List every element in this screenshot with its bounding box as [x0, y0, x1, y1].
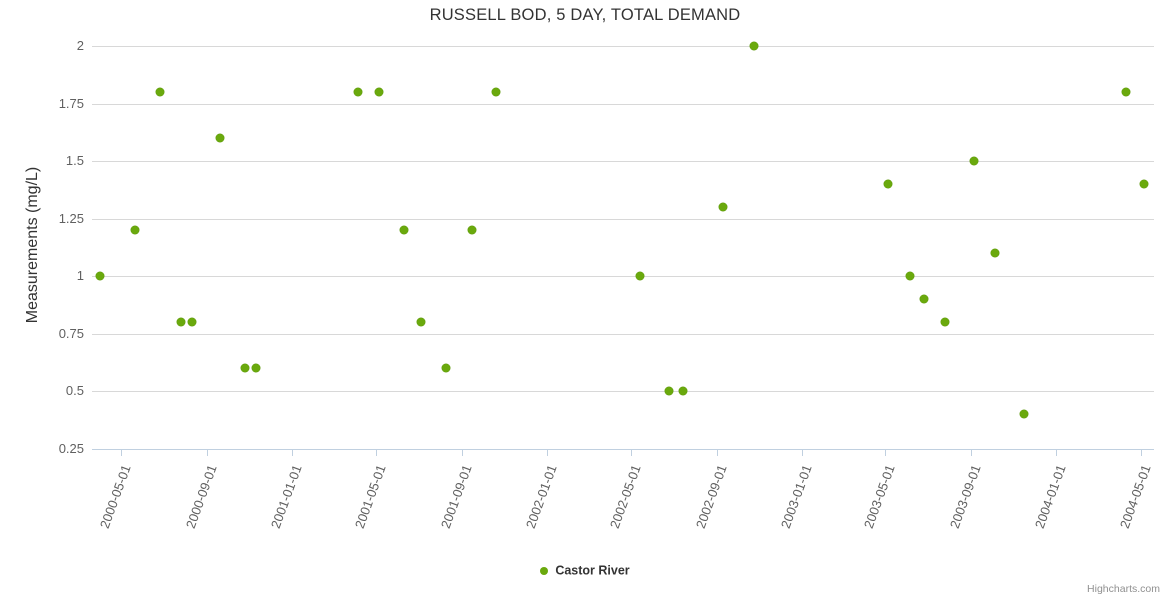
x-axis-tick	[375, 449, 377, 456]
data-point[interactable]	[96, 272, 105, 281]
x-axis-tick-label: 2002-09-01	[692, 462, 730, 531]
y-axis-tick-label: 1.5	[65, 153, 84, 169]
data-point[interactable]	[187, 318, 196, 327]
chart-title: RUSSELL BOD, 5 DAY, TOTAL DEMAND	[429, 6, 741, 24]
data-point[interactable]	[399, 226, 408, 235]
legend-item-castor-river[interactable]: Castor River	[540, 563, 630, 578]
data-point[interactable]	[417, 318, 426, 327]
data-point[interactable]	[492, 88, 500, 97]
plot-area	[92, 42, 1154, 450]
x-axis-tick	[461, 449, 463, 456]
y-axis-tick-labels: 2 1.75 1.5 1.25 1 0.75 0.5 0.25	[0, 38, 84, 456]
x-axis-tick	[885, 449, 887, 456]
x-axis-tick-label: 2002-05-01	[606, 462, 644, 531]
data-point[interactable]	[990, 249, 999, 258]
legend-item-label: Castor River	[555, 563, 630, 578]
data-point[interactable]	[216, 134, 225, 143]
x-axis-tick	[121, 449, 123, 456]
data-point[interactable]	[940, 318, 949, 327]
y-axis-tick-label: 0.75	[58, 325, 84, 341]
data-point[interactable]	[969, 157, 978, 166]
y-axis-tick-label: 2	[76, 38, 84, 53]
y-axis-tick-label: 1.75	[58, 95, 84, 111]
x-axis-tick-label: 2004-05-01	[1116, 462, 1154, 531]
chart-legend: Castor River	[0, 563, 1170, 578]
data-point[interactable]	[155, 88, 164, 97]
data-point[interactable]	[1019, 410, 1028, 419]
gridline	[92, 276, 1154, 278]
data-point[interactable]	[884, 180, 893, 189]
data-point[interactable]	[251, 364, 260, 373]
x-axis-tick	[630, 449, 632, 456]
x-axis-line	[92, 449, 1154, 450]
data-point[interactable]	[750, 42, 759, 50]
data-point[interactable]	[442, 364, 451, 373]
gridline	[92, 391, 1154, 393]
gridline	[92, 218, 1154, 220]
data-point[interactable]	[467, 226, 476, 235]
x-axis-tick-label: 2001-01-01	[268, 462, 305, 531]
gridline	[92, 161, 1154, 163]
gridline	[92, 103, 1154, 105]
data-point[interactable]	[130, 226, 139, 235]
data-point[interactable]	[679, 387, 687, 396]
x-axis-tick-label: 2000-05-01	[97, 462, 135, 531]
x-axis-tick-label: 2003-05-01	[861, 462, 899, 531]
x-axis-tick	[1140, 449, 1142, 456]
x-axis-tick	[546, 449, 548, 456]
data-point[interactable]	[1122, 88, 1131, 97]
gridline	[92, 333, 1154, 335]
x-axis-tick	[971, 449, 973, 456]
data-point[interactable]	[665, 387, 674, 396]
data-point[interactable]	[905, 272, 914, 281]
x-axis-tick	[716, 449, 718, 456]
y-axis-tick-label: 0.25	[58, 441, 84, 456]
x-axis-tick	[801, 449, 803, 456]
x-axis-tick-label: 2001-05-01	[351, 462, 389, 531]
credits-link[interactable]: Highcharts.com	[1087, 583, 1160, 595]
x-axis-tick-label: 2000-09-01	[183, 462, 220, 531]
data-point[interactable]	[374, 88, 383, 97]
y-axis-tick-label: 0.5	[65, 383, 84, 399]
x-axis-tick	[292, 449, 294, 456]
legend-marker-icon	[540, 566, 549, 575]
data-point[interactable]	[176, 318, 185, 327]
x-axis-tick	[1056, 449, 1058, 456]
gridline	[92, 46, 1154, 47]
x-axis-tick-label: 2001-09-01	[437, 462, 475, 531]
x-axis-tick-label: 2002-01-01	[522, 462, 560, 531]
data-point[interactable]	[240, 364, 249, 373]
x-axis-tick-label: 2003-09-01	[947, 462, 984, 531]
data-point[interactable]	[919, 295, 928, 304]
y-axis-tick-label: 1	[76, 268, 84, 284]
y-axis-tick-label: 1.25	[58, 210, 84, 226]
x-axis-tick-label: 2003-01-01	[777, 462, 815, 531]
x-axis-tick	[207, 449, 209, 456]
data-point[interactable]	[1139, 180, 1148, 189]
x-axis-tick-label: 2004-01-01	[1032, 462, 1070, 531]
data-point[interactable]	[636, 272, 645, 281]
data-point[interactable]	[718, 203, 727, 212]
data-point[interactable]	[353, 88, 362, 97]
